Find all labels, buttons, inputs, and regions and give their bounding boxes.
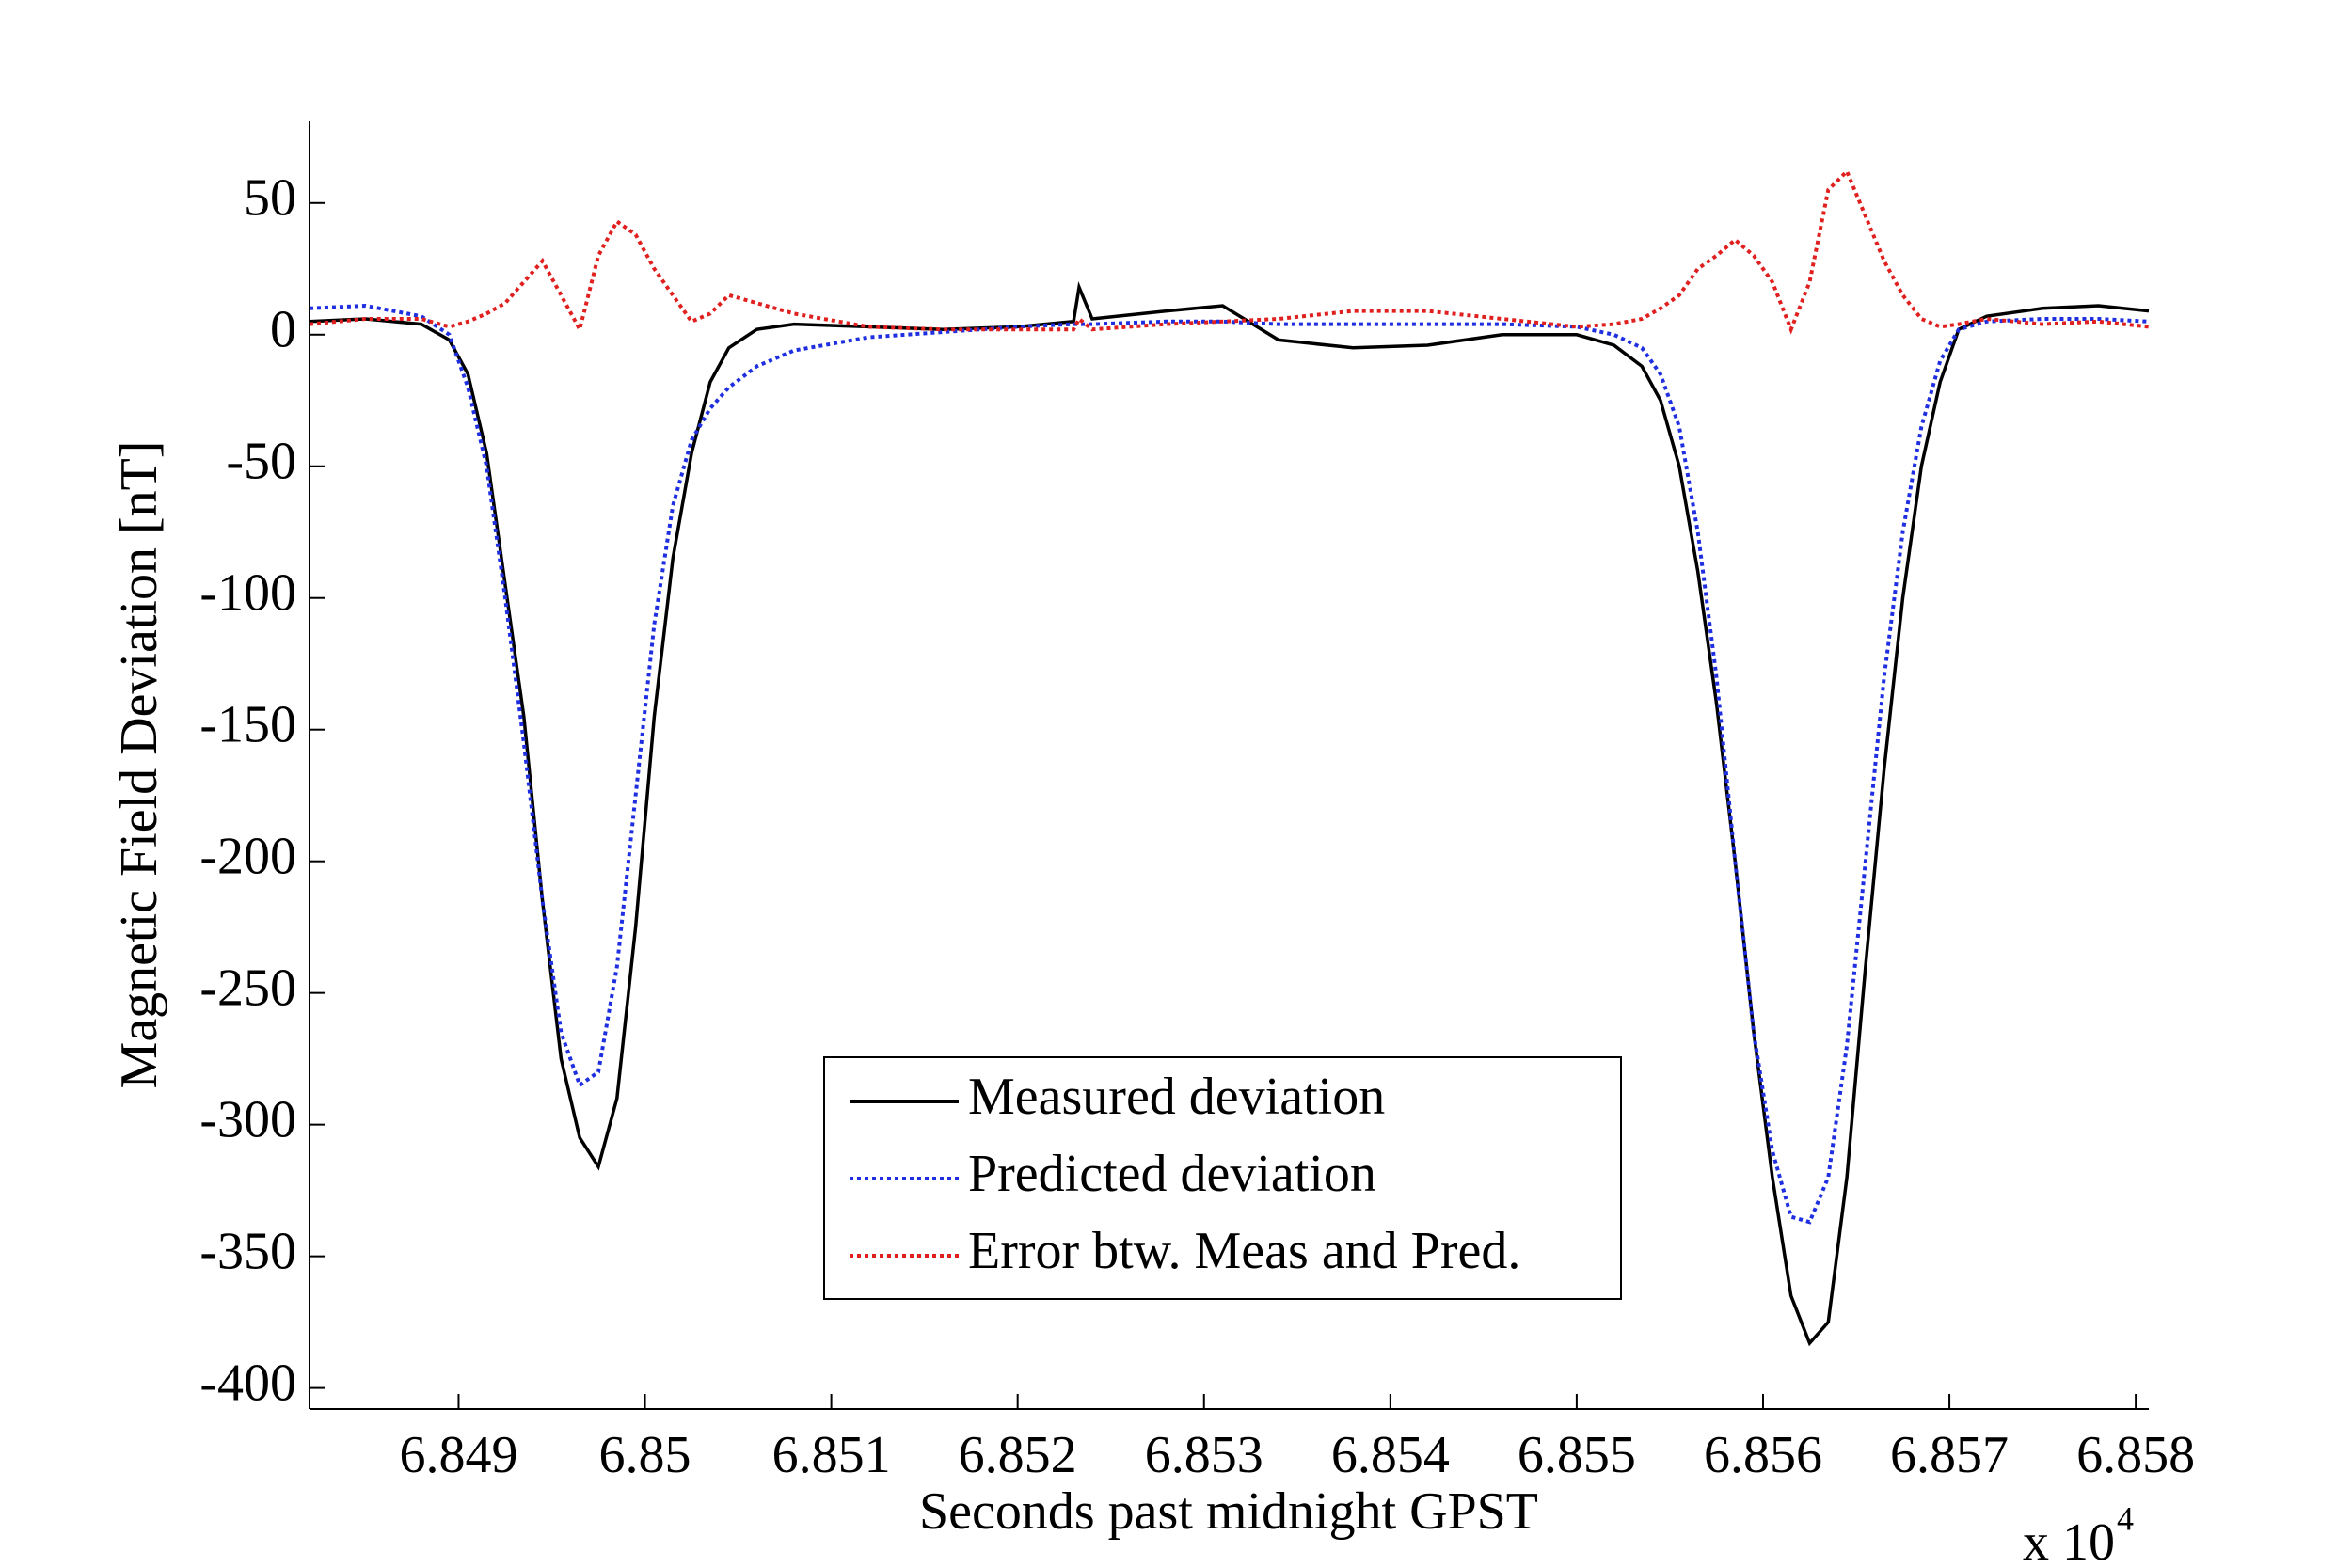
y-tick-label: -400 (199, 1354, 296, 1412)
x-multiplier: x 10 (2023, 1513, 2115, 1568)
x-tick-label: 6.855 (1518, 1426, 1636, 1484)
y-tick-label: -50 (226, 433, 296, 491)
legend-label: Error btw. Meas and Pred. (968, 1222, 1520, 1280)
y-tick-label: -200 (199, 828, 296, 886)
legend-label: Predicted deviation (968, 1145, 1376, 1203)
x-tick-label: 6.858 (2076, 1426, 2195, 1484)
x-axis-label: Seconds past midnight GPST (919, 1482, 1538, 1541)
x-tick-label: 6.85 (599, 1426, 691, 1484)
y-tick-label: 0 (270, 301, 296, 359)
y-tick-label: -300 (199, 1090, 296, 1148)
x-tick-label: 6.853 (1145, 1426, 1263, 1484)
x-tick-label: 6.857 (1890, 1426, 2009, 1484)
series-line (309, 167, 2150, 335)
y-tick-label: -350 (199, 1222, 296, 1280)
legend-label: Measured deviation (968, 1068, 1385, 1126)
y-tick-label: -150 (199, 696, 296, 754)
x-multiplier-exponent: 4 (2117, 1499, 2134, 1537)
x-tick-label: 6.856 (1704, 1426, 1822, 1484)
y-tick-label: -100 (199, 564, 296, 623)
x-tick-label: 6.854 (1331, 1426, 1450, 1484)
x-tick-label: 6.849 (399, 1426, 517, 1484)
y-axis-label: Magnetic Field Deviation [nT] (110, 441, 168, 1089)
y-tick-label: 50 (244, 169, 296, 228)
x-tick-label: 6.851 (772, 1426, 891, 1484)
y-tick-label: -250 (199, 959, 296, 1018)
x-tick-label: 6.852 (959, 1426, 1077, 1484)
series-line (309, 303, 2150, 1225)
series-line (309, 281, 2150, 1347)
